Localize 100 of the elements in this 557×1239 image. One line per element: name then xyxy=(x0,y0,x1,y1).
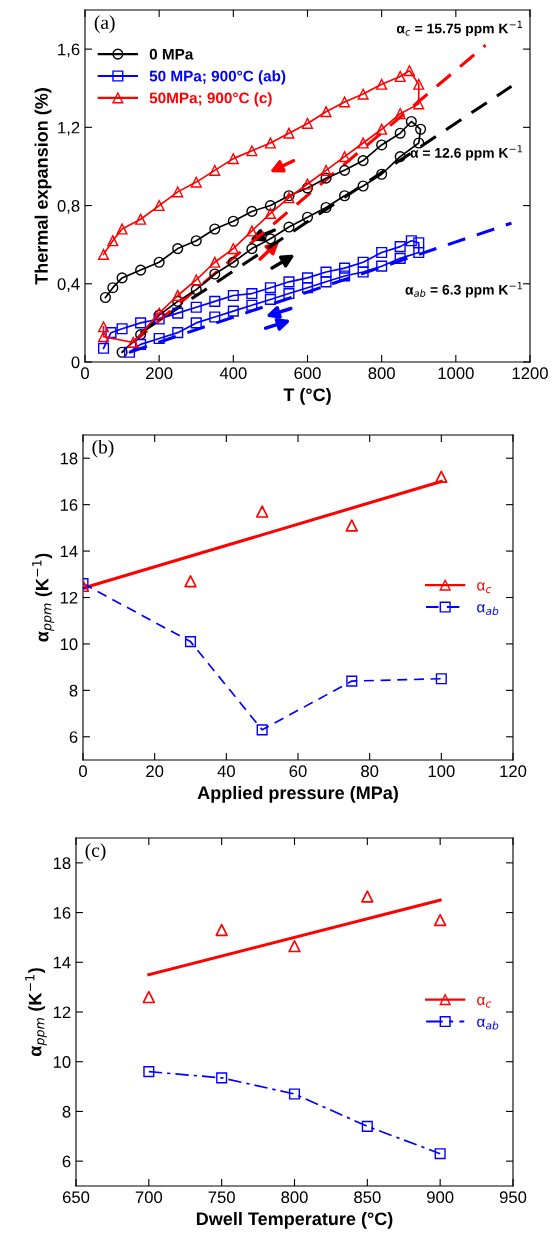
annotation: α$_{c}$ = 15.75 ppm K$^{−1}$ xyxy=(396,20,522,37)
point xyxy=(339,96,351,108)
x-tick-label: 80 xyxy=(361,765,379,778)
point xyxy=(264,293,276,305)
x-tick-label: 800 xyxy=(368,367,395,380)
point xyxy=(283,287,295,300)
point xyxy=(107,235,119,247)
point xyxy=(135,338,147,350)
annotation: (b) xyxy=(92,439,114,458)
point xyxy=(301,211,314,223)
point xyxy=(227,256,239,268)
point xyxy=(320,266,332,278)
legend-label: α$_{c}$ xyxy=(477,582,492,594)
point xyxy=(394,252,406,264)
point xyxy=(99,291,111,304)
point xyxy=(116,323,128,335)
x-tick-label: 950 xyxy=(499,1191,527,1204)
point xyxy=(135,264,147,276)
x-tick-label: 850 xyxy=(354,1191,381,1204)
y-tick-label: 14 xyxy=(53,956,71,969)
point xyxy=(376,246,388,259)
point xyxy=(288,939,301,953)
y-tick-label: 0,8 xyxy=(57,199,80,214)
point xyxy=(107,282,119,294)
point xyxy=(127,336,139,349)
point xyxy=(184,575,197,588)
x-tick-label: 40 xyxy=(217,765,235,778)
point xyxy=(320,276,332,288)
point xyxy=(394,108,406,120)
x-axis-title: Applied pressure (MPa) xyxy=(197,785,398,803)
point xyxy=(339,151,351,163)
point xyxy=(346,675,358,687)
point xyxy=(153,313,165,325)
point xyxy=(357,180,369,192)
legend-label: α$_{ab}$ xyxy=(477,604,499,616)
point xyxy=(413,98,425,110)
x-tick-label: 400 xyxy=(219,367,247,380)
point xyxy=(264,137,276,149)
point xyxy=(376,78,388,90)
point xyxy=(190,284,202,296)
point xyxy=(209,164,221,176)
point xyxy=(434,1148,446,1160)
point xyxy=(361,890,374,903)
x-axis-title: Dwell Temperature (°C) xyxy=(196,1211,393,1229)
point xyxy=(172,186,184,198)
point xyxy=(143,1066,155,1078)
point xyxy=(413,78,425,90)
point xyxy=(142,990,156,1004)
x-tick-label: 1000 xyxy=(438,367,474,380)
point xyxy=(413,237,425,249)
x-tick-label: 20 xyxy=(146,765,164,778)
point xyxy=(394,127,406,139)
point xyxy=(301,182,314,194)
point xyxy=(246,243,258,255)
point xyxy=(116,346,128,358)
x-tick-label: 1200 xyxy=(512,367,548,380)
y-tick-label: 16 xyxy=(60,499,78,511)
annotation: (a) xyxy=(94,15,115,33)
point xyxy=(135,329,147,341)
point xyxy=(405,115,417,128)
y-tick-label: 1,6 xyxy=(58,43,80,58)
point xyxy=(320,172,332,184)
y-tick-label: 14 xyxy=(60,545,78,558)
point xyxy=(209,223,221,235)
point xyxy=(209,268,221,280)
x-tick-label: 700 xyxy=(135,1191,163,1204)
annotation: α$_{ab}$ = 6.3 ppm K$^{−1}$ xyxy=(405,282,522,298)
x-tick-label: 650 xyxy=(62,1191,90,1204)
point xyxy=(216,1072,228,1084)
point xyxy=(246,145,258,157)
point xyxy=(435,470,448,483)
point xyxy=(135,317,147,329)
x-axis-title: T (°C) xyxy=(283,387,331,405)
x-tick-label: 60 xyxy=(289,765,307,778)
point xyxy=(172,307,184,319)
point xyxy=(264,199,276,212)
y-tick-label: 6 xyxy=(62,1155,71,1168)
point xyxy=(256,724,268,736)
x-tick-label: 750 xyxy=(208,1191,235,1204)
y-tick-label: 8 xyxy=(69,684,78,697)
point xyxy=(301,272,314,284)
point xyxy=(320,106,332,118)
y-axis-title: α$_{ppm}$ (K$^{−1}$) xyxy=(32,553,54,642)
point xyxy=(403,65,416,77)
point xyxy=(394,70,406,83)
point xyxy=(184,636,197,648)
point xyxy=(264,282,276,294)
point xyxy=(153,199,165,212)
point xyxy=(361,1120,373,1132)
point xyxy=(339,190,351,202)
point xyxy=(190,274,202,286)
point xyxy=(209,295,221,307)
y-axis-title: α$_{ppm}$ (K$^{−1}$) xyxy=(25,968,47,1057)
x-tick-label: 600 xyxy=(294,367,321,380)
x-tick-label: 100 xyxy=(428,765,455,778)
point xyxy=(264,207,276,219)
y-tick-label: 6 xyxy=(69,731,78,743)
point xyxy=(246,225,258,237)
point xyxy=(433,913,447,927)
y-tick-label: 18 xyxy=(53,857,71,870)
